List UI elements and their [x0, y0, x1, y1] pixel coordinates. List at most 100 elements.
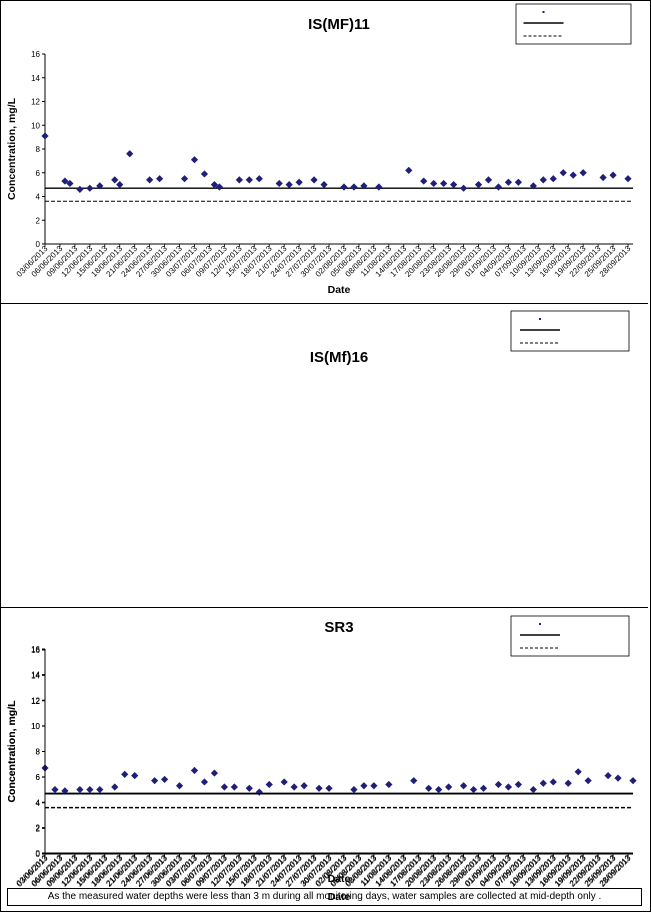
y-tick-label: 16 [31, 645, 40, 654]
data-point [459, 184, 468, 192]
data-point [564, 779, 572, 787]
x-axis-title: Date [328, 873, 351, 885]
legend-marker [539, 318, 541, 320]
data-point [76, 785, 84, 794]
legend-marker [542, 11, 545, 13]
data-point [215, 183, 224, 191]
legend-marker [539, 623, 541, 625]
chart-2: IS(Mf)16024681012141603/06/201306/06/201… [6, 310, 637, 903]
y-tick-label: 12 [31, 98, 40, 107]
data-point [66, 179, 74, 188]
data-point [96, 785, 104, 794]
data-point [514, 780, 522, 789]
chart-3: SR3024681012141603/06/201306/06/201309/0… [6, 615, 633, 889]
data-point [360, 182, 368, 190]
data-point [445, 783, 453, 791]
data-point [609, 171, 617, 179]
data-point [51, 785, 59, 794]
data-point [320, 181, 328, 189]
data-point [255, 788, 263, 796]
data-point [425, 784, 433, 792]
data-point [469, 785, 478, 794]
data-point [494, 780, 503, 789]
data-point [190, 766, 199, 775]
data-point [440, 179, 448, 188]
data-point [539, 779, 547, 787]
data-point [420, 177, 428, 185]
data-point [280, 778, 288, 786]
data-point [479, 784, 488, 792]
data-point [61, 787, 69, 795]
y-tick-label: 10 [31, 722, 40, 731]
data-point [459, 782, 468, 790]
data-point [569, 171, 577, 179]
data-point [290, 783, 298, 791]
y-tick-label: 2 [36, 824, 41, 833]
data-point [111, 783, 119, 791]
panel-divider [1, 607, 648, 608]
y-tick-label: 6 [36, 773, 41, 782]
data-point [151, 777, 159, 785]
x-axis-title: Date [328, 284, 351, 296]
data-point [325, 784, 333, 792]
y-tick-label: 8 [36, 748, 41, 757]
data-point [385, 780, 393, 789]
data-point [131, 772, 139, 780]
data-point [350, 785, 358, 794]
data-point [220, 783, 228, 791]
data-point [315, 784, 323, 792]
data-point [190, 156, 199, 164]
data-point [405, 166, 413, 174]
chart-panel-3: SR3 0 2 4 6 8 10 12 14 16 03/06/2013 06/06/2013 09/0… [1, 608, 648, 889]
y-tick-label: 14 [31, 74, 40, 83]
data-point [484, 176, 493, 184]
chart-panel-1: IS(MF)11 0 2 4 6 8 10 12 14 16 03/06/2013 06/06/201… [1, 1, 648, 299]
data-point [255, 175, 263, 183]
data-point [474, 181, 483, 189]
y-tick-label: 8 [36, 145, 41, 154]
data-point [61, 177, 69, 185]
footnote: As the measured water depths were less t… [7, 888, 642, 906]
data-point [210, 181, 219, 189]
data-point [375, 183, 383, 191]
legend-box [510, 615, 630, 657]
y-tick-label: 0 [36, 240, 41, 249]
data-point [504, 178, 513, 186]
y-axis-title: Concentration, mg/L [6, 700, 18, 803]
data-point [160, 775, 169, 784]
data-point [514, 178, 522, 186]
data-point [76, 185, 84, 193]
y-tick-label: 0 [36, 849, 41, 858]
data-point [579, 169, 587, 177]
legend-box [510, 310, 630, 352]
y-tick-label: 4 [36, 193, 41, 202]
data-point [156, 175, 164, 183]
y-tick-label: 16 [31, 646, 40, 655]
data-point [624, 175, 632, 183]
y-tick-label: 10 [31, 722, 40, 731]
data-point [146, 176, 154, 184]
chart-title: IS(Mf)16 [310, 349, 368, 366]
y-axis-title: Concentration, mg/L [6, 700, 18, 803]
data-point [295, 178, 303, 186]
chart-title: SR3 [324, 619, 353, 636]
data-point [629, 777, 637, 785]
data-point [200, 170, 209, 178]
data-point [200, 778, 209, 786]
y-tick-label: 4 [36, 799, 41, 808]
data-point [529, 182, 537, 190]
data-point [300, 782, 308, 790]
data-point [116, 181, 124, 189]
data-point [549, 175, 557, 183]
x-axis-title: Date [328, 891, 351, 903]
data-point [310, 176, 318, 184]
data-point [599, 173, 607, 182]
data-point [265, 780, 273, 789]
data-point [539, 176, 547, 184]
y-tick-label: 8 [36, 748, 41, 757]
data-point [574, 768, 582, 776]
data-point [529, 785, 537, 794]
data-point [340, 183, 348, 191]
data-point [111, 176, 119, 184]
y-tick-label: 6 [36, 169, 41, 178]
